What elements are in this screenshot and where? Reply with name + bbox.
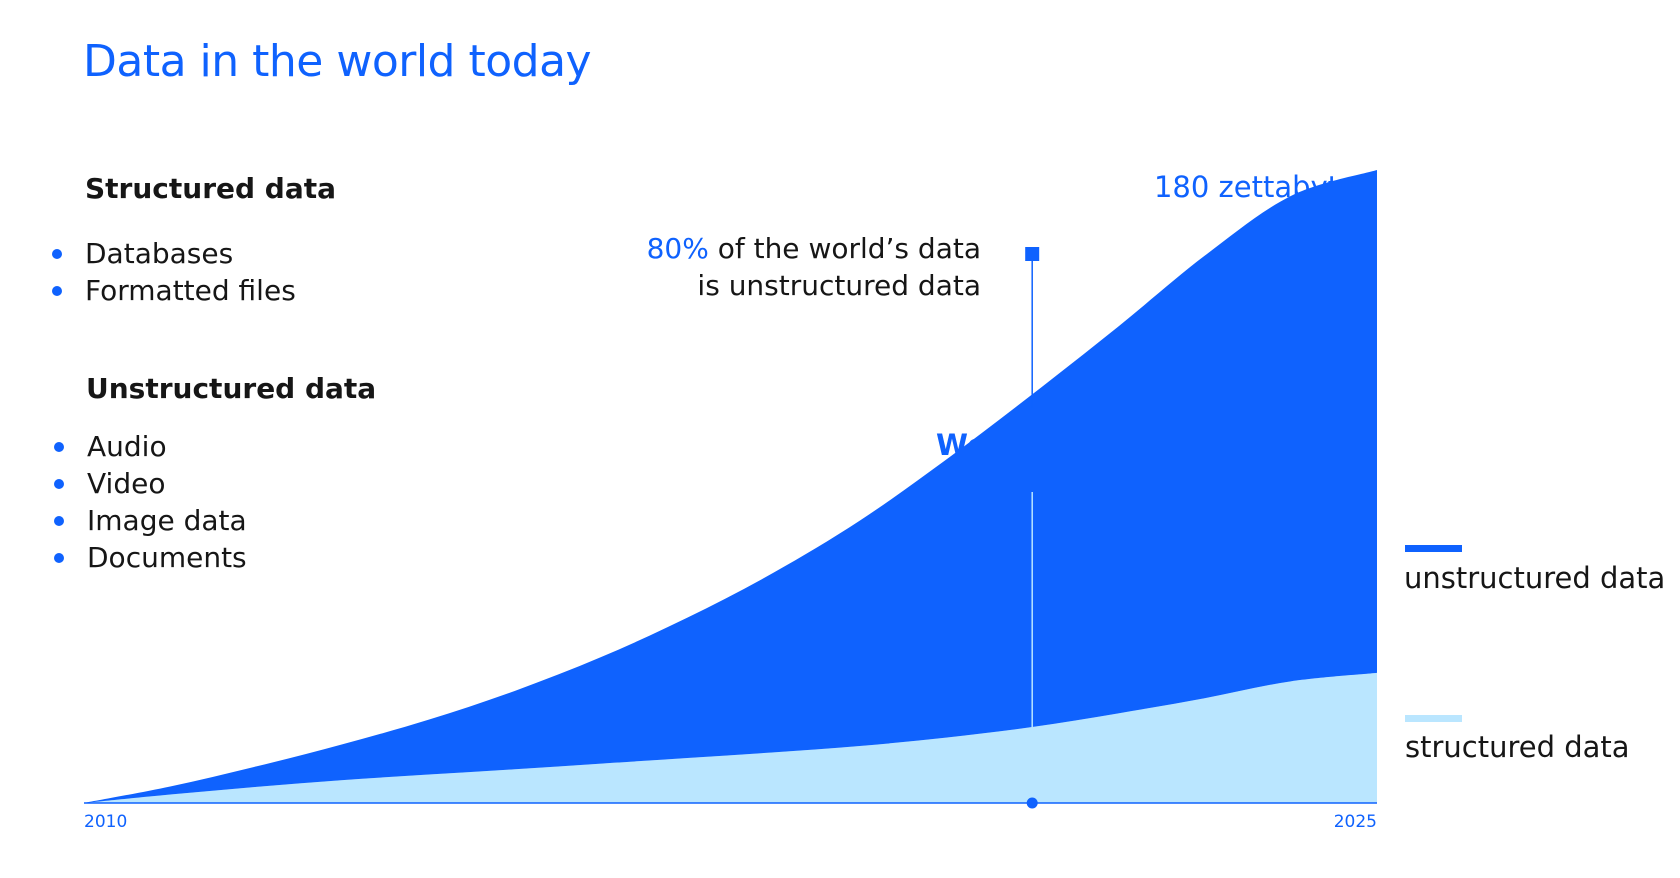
- bullet-dot-icon: [54, 516, 64, 526]
- list-item: Formatted files: [52, 272, 296, 309]
- unstructured-data-heading: Unstructured data: [86, 372, 377, 405]
- structured-data-area: [84, 672, 1377, 803]
- list-item-label: Formatted files: [85, 274, 296, 307]
- page-title: Data in the world today: [83, 36, 592, 87]
- bullet-dot-icon: [54, 553, 64, 563]
- structured-data-heading: Structured data: [85, 172, 337, 205]
- structured-data-list: Databases Formatted files: [52, 235, 296, 309]
- marker-square-icon: [1025, 247, 1040, 261]
- list-item: Audio: [54, 428, 247, 465]
- list-item-label: Audio: [87, 430, 167, 463]
- list-item-label: Databases: [85, 237, 234, 270]
- unstructured-data-area: [84, 170, 1377, 803]
- bullet-dot-icon: [52, 249, 62, 259]
- list-item: Documents: [54, 539, 247, 576]
- legend-swatch-unstructured: [1405, 545, 1462, 552]
- x-axis-ticks: 2010 2025: [84, 812, 1377, 832]
- annotation-percentage: 80%: [646, 232, 709, 265]
- legend-label-structured: structured data: [1405, 730, 1630, 764]
- annotation-line-2: is unstructured data: [697, 269, 981, 302]
- list-item: Video: [54, 465, 247, 502]
- list-item-label: Video: [87, 467, 166, 500]
- list-item-label: Image data: [87, 504, 247, 537]
- list-item-label: Documents: [87, 541, 247, 574]
- bullet-dot-icon: [52, 286, 62, 296]
- x-tick-label: 2010: [84, 812, 127, 832]
- bullet-dot-icon: [54, 442, 64, 452]
- list-item: Databases: [52, 235, 296, 272]
- legend-swatch-structured: [1405, 715, 1462, 722]
- annotation-line-1-text: of the world’s data: [708, 232, 981, 265]
- bullet-dot-icon: [54, 479, 64, 489]
- list-item: Image data: [54, 502, 247, 539]
- annotation-line-1: 80% of the world’s data: [647, 230, 981, 267]
- legend-label-unstructured: unstructured data: [1404, 561, 1666, 595]
- unstructured-data-list: Audio Video Image data Documents: [54, 428, 247, 576]
- marker-dot-icon: [1026, 797, 1038, 809]
- annotation-text: 80% of the world’s data is unstructured …: [647, 230, 981, 304]
- x-tick-label: 2025: [1334, 812, 1377, 832]
